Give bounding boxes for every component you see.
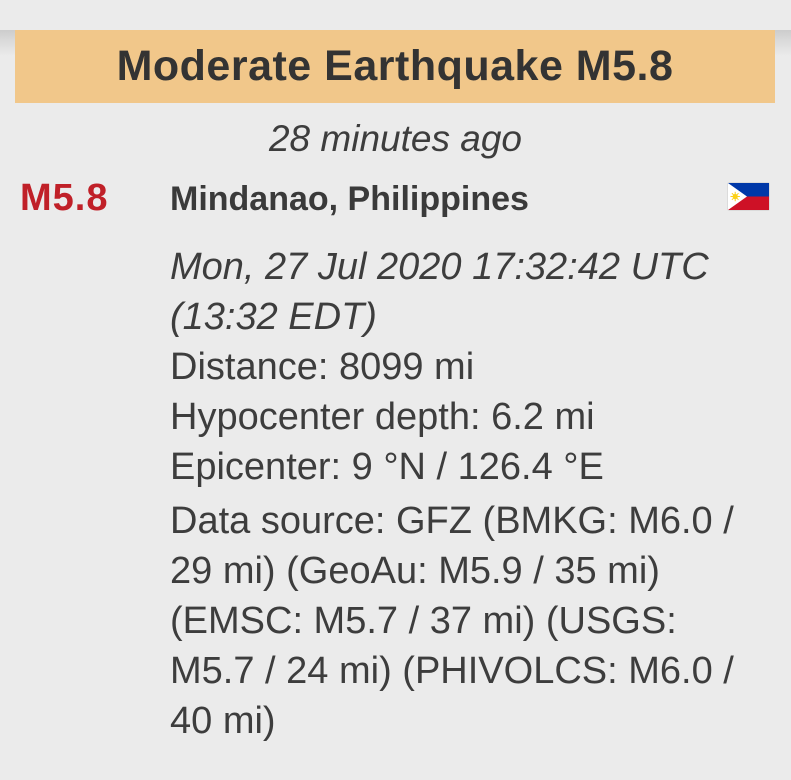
alert-banner: Moderate Earthquake M5.8: [15, 30, 775, 103]
philippines-flag-icon: [728, 183, 769, 210]
event-details: Mon, 27 Jul 2020 17:32:42 UTC (13:32 EDT…: [170, 242, 746, 746]
alert-banner-title: Moderate Earthquake M5.8: [116, 42, 674, 90]
event-datetime: Mon, 27 Jul 2020 17:32:42 UTC (13:32 EDT…: [170, 246, 709, 338]
time-ago-label: 28 minutes ago: [268, 118, 522, 159]
location-title: Mindanao, Philippines: [170, 180, 529, 218]
event-header: M5.8 Mindanao, Philippines: [0, 179, 791, 217]
magnitude-label: M5.8: [20, 177, 109, 219]
event-hypocenter-depth: Hypocenter depth: 6.2 mi: [170, 396, 595, 438]
event-distance: Distance: 8099 mi: [170, 346, 475, 388]
event-epicenter: Epicenter: 9 °N / 126.4 °E: [170, 446, 604, 488]
event-data-source: Data source: GFZ (BMKG: M6.0 / 29 mi) (G…: [170, 500, 734, 742]
earthquake-entry[interactable]: M5.8 Mindanao, Philippines Mon, 27 Jul 2…: [0, 179, 791, 746]
